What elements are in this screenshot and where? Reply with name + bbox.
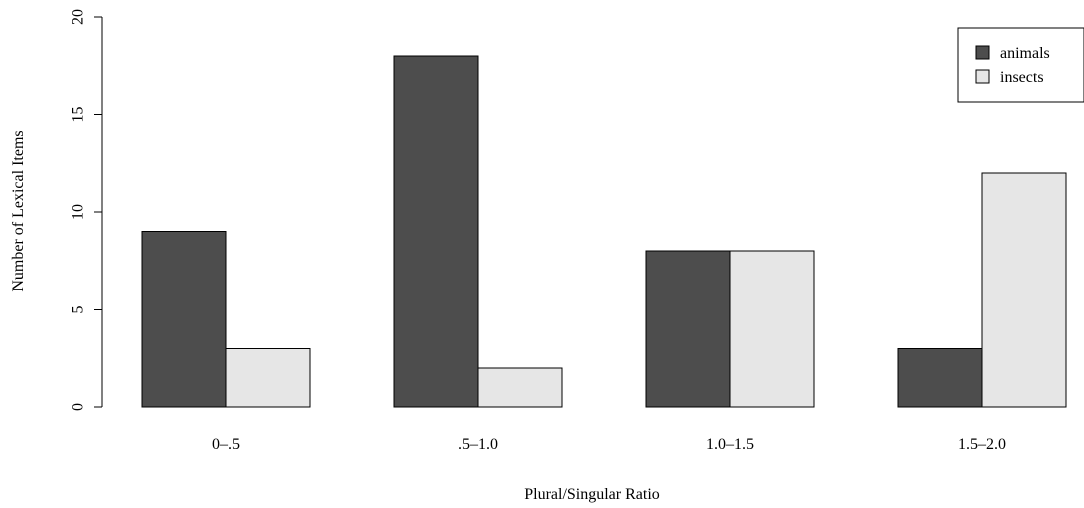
y-tick-label: 20 [70,9,87,25]
bar-insects [729,250,815,408]
legend-box [957,27,1084,103]
bar-animals [141,231,227,408]
y-tick-label: 15 [70,107,87,123]
bar-insects [981,172,1067,408]
bars [141,55,1067,408]
legend-swatch-insects [975,69,990,84]
y-tick-label: 10 [70,204,87,220]
y-tick-label: 0 [70,403,87,411]
x-axis-title: Plural/Singular Ratio [524,486,660,503]
x-tick-label: 0–.5 [212,436,240,453]
y-axis: 0 5 10 15 20 [70,9,103,411]
bar-animals [897,348,983,408]
y-axis-title: Number of Lexical Items [10,130,27,291]
y-tick-label: 5 [70,306,87,314]
x-tick-label: 1.0–1.5 [706,436,754,453]
bar-animals [393,55,479,408]
x-tick-labels: 0–.5 .5–1.0 1.0–1.5 1.5–2.0 [212,436,1006,453]
x-tick-label: .5–1.0 [458,436,498,453]
bar-insects [477,367,563,408]
legend-label-insects: insects [1000,69,1044,86]
bar-insects [225,348,311,408]
x-tick-label: 1.5–2.0 [958,436,1006,453]
legend-label-animals: animals [1000,45,1050,62]
bar-animals [645,250,731,408]
legend-swatch-animals [975,45,990,60]
legend: animals insects [957,27,1084,103]
